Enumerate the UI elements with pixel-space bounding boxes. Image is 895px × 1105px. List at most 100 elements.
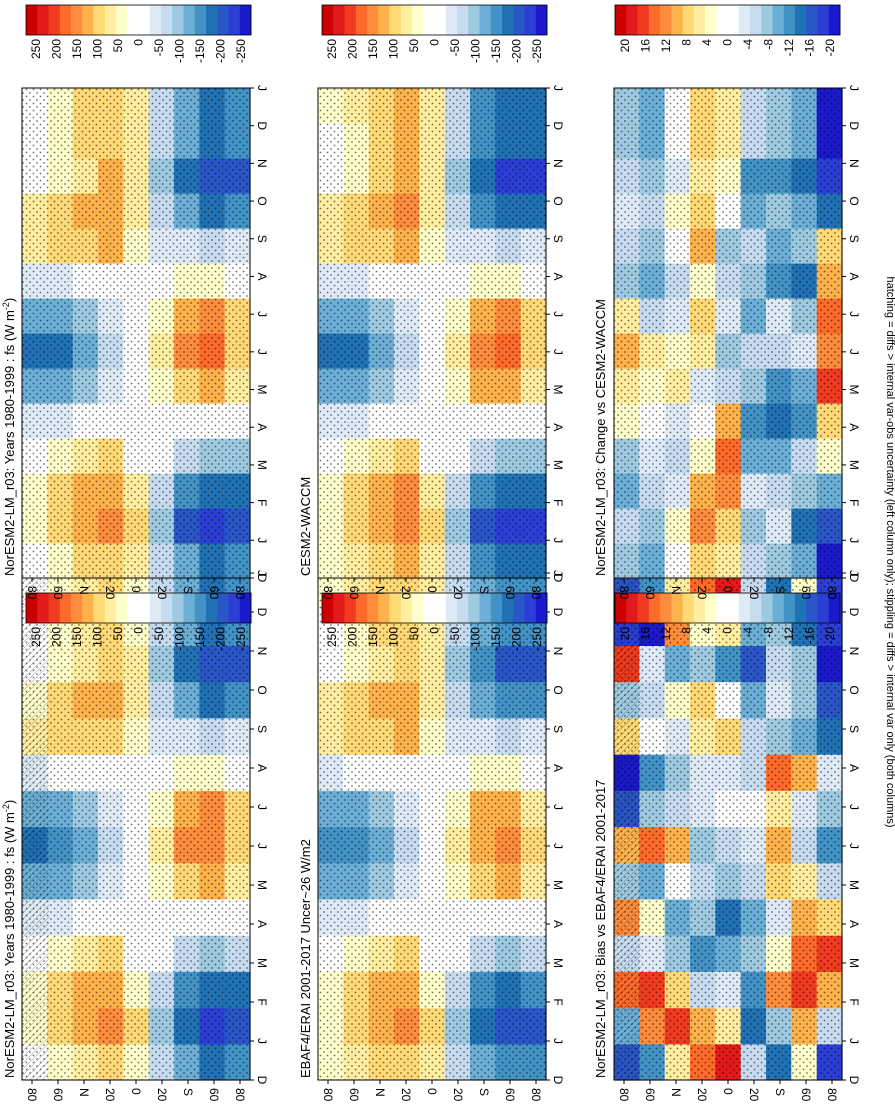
- month-tick-label: D: [551, 574, 565, 583]
- colorbar-swatch: [355, 5, 368, 35]
- month-tick-label: A: [847, 920, 861, 928]
- colorbar-frame: [614, 592, 841, 624]
- lat-tick-label: 80: [825, 1088, 839, 1102]
- colorbar-swatch: [322, 593, 334, 623]
- lat-tick-label: 60: [207, 586, 221, 600]
- colorbar-label: -150: [193, 39, 207, 63]
- colorbar: 250 200 150 100 50 0 -50 -100 -150 -200 -250: [25, 592, 252, 651]
- colorbar-swatch: [817, 593, 830, 623]
- month-tick-label: D: [551, 608, 565, 617]
- colorbar-swatch: [172, 5, 184, 35]
- colorbar-label: -50: [448, 627, 462, 645]
- colorbar-swatch: [535, 5, 548, 35]
- hatching-overlay: [22, 573, 50, 1080]
- colorbar-label: -4: [741, 39, 755, 50]
- lat-tick-label: N: [669, 586, 683, 595]
- month-tick-label: O: [551, 196, 565, 205]
- lat-tick-label: 20: [451, 1088, 465, 1102]
- colorbar-swatch: [367, 593, 379, 623]
- colorbar-label: 200: [50, 39, 64, 59]
- colorbar-swatch: [828, 5, 841, 35]
- lat-tick-label: 80: [233, 1088, 247, 1102]
- colorbar-swatch: [716, 593, 728, 623]
- month-tick-label: N: [255, 647, 269, 656]
- lat-tick-label: 60: [51, 1088, 65, 1102]
- colorbar-swatch: [445, 593, 458, 623]
- colorbar-label: -150: [489, 627, 503, 651]
- month-tick-label: D: [255, 121, 269, 130]
- colorbar-swatch: [660, 5, 672, 35]
- month-tick-label: A: [551, 920, 565, 928]
- colorbar-label: -4: [741, 627, 755, 638]
- lat-tick-label: N: [373, 1088, 387, 1097]
- lat-tick-label: S: [181, 1088, 195, 1096]
- month-tick-label: M: [255, 880, 269, 890]
- month-tick-label: D: [255, 574, 269, 583]
- colorbar-label: 50: [111, 39, 125, 53]
- colorbar-swatch: [468, 5, 480, 35]
- colorbar-swatch: [59, 5, 72, 35]
- colorbar-label: 16: [639, 39, 653, 53]
- month-tick-label: O: [847, 685, 861, 694]
- colorbar-swatch: [615, 593, 627, 623]
- colorbar-swatch: [333, 593, 345, 623]
- lat-tick-label: 60: [643, 586, 657, 600]
- month-tick-label: D: [551, 1076, 565, 1085]
- month-tick-label: A: [847, 272, 861, 280]
- colorbar-label: -50: [152, 39, 166, 57]
- month-tick-label: N: [551, 159, 565, 168]
- colorbar-label: 4: [700, 39, 714, 46]
- colorbar-label: 250: [29, 627, 43, 647]
- colorbar-swatch: [161, 5, 173, 35]
- lat-tick-label: 80: [617, 586, 631, 600]
- lat-tick-label: 80: [25, 1088, 39, 1102]
- colorbar-label: 100: [91, 627, 105, 647]
- colorbar-swatch: [513, 593, 525, 623]
- colorbar-label: 0: [428, 39, 442, 46]
- month-tick-label: N: [551, 647, 565, 656]
- colorbar-swatch: [172, 593, 184, 623]
- colorbar-swatch: [445, 5, 458, 35]
- colorbar-swatch: [37, 593, 49, 623]
- month-tick-label: M: [255, 385, 269, 395]
- colorbar-swatch: [116, 593, 128, 623]
- lat-tick-label: 20: [103, 1088, 117, 1102]
- colorbar-label: -16: [802, 39, 816, 57]
- month-tick-label: M: [551, 958, 565, 968]
- colorbar-swatch: [82, 5, 94, 35]
- month-tick-label: D: [847, 121, 861, 130]
- lat-tick-label: 0: [721, 1088, 735, 1095]
- month-tick-label: J: [847, 843, 861, 849]
- lat-tick-label: 60: [799, 586, 813, 600]
- colorbar-swatch: [772, 5, 785, 35]
- colorbar-swatch: [26, 5, 38, 35]
- colorbar-swatch: [104, 593, 117, 623]
- stippling-overlay: [22, 573, 250, 1080]
- colorbar-label: -200: [509, 39, 523, 63]
- colorbar-swatch: [502, 593, 514, 623]
- colorbar-swatch: [367, 5, 379, 35]
- colorbar-label: 150: [366, 627, 380, 647]
- panel-title: EBAF4/ERAI 2001-2017 Uncer~26 W/m2: [298, 839, 313, 1078]
- month-tick-label: A: [551, 764, 565, 772]
- colorbar-label: 250: [29, 39, 43, 59]
- colorbar-frame: [321, 592, 548, 624]
- month-tick-label: D: [847, 1076, 861, 1085]
- month-tick-label: M: [255, 958, 269, 968]
- month-tick-label: D: [255, 1076, 269, 1085]
- colorbar-label: -250: [530, 39, 544, 63]
- colorbar-label: 8: [680, 39, 694, 46]
- lat-tick-label: 80: [321, 586, 335, 600]
- lat-tick-label: 80: [617, 1088, 631, 1102]
- stippling-overlay: [614, 88, 842, 578]
- colorbar-frame: [25, 4, 252, 36]
- colorbar-label: 200: [346, 39, 360, 59]
- colorbar-swatch: [502, 5, 514, 35]
- month-tick-label: O: [255, 196, 269, 205]
- colorbar-swatch: [161, 593, 173, 623]
- month-tick-label: F: [255, 998, 269, 1005]
- month-tick-label: O: [551, 685, 565, 694]
- colorbar-label: 200: [346, 627, 360, 647]
- colorbar-label: -50: [448, 39, 462, 57]
